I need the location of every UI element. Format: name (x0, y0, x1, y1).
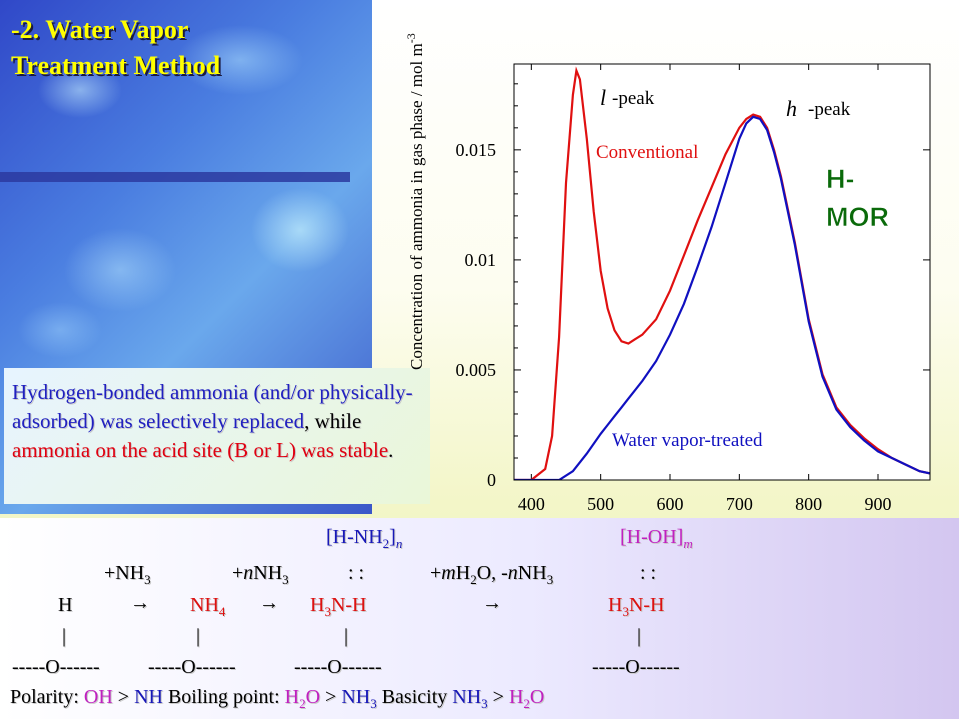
arrow-2: → (259, 592, 279, 614)
y-axis-label: Concentration of ammonia in gas phase / … (404, 33, 426, 370)
tpd-chart: 400 500 600 700 800 900 0 0.005 0.01 0.015 Conce… (404, 33, 931, 514)
colons-1: : : (348, 562, 365, 584)
x-tick-label-400: 400 (518, 494, 545, 514)
arrow-1: → (130, 592, 150, 614)
note-part-1: Hydrogen-bonded ammonia (and/or physical… (12, 380, 413, 433)
reagent-plus-nh3: +NH3 (104, 562, 151, 587)
y-tick-labels: 0 0.005 0.01 0.015 (456, 140, 497, 490)
species-h: H (58, 594, 73, 616)
y-tick-label-0: 0 (487, 470, 496, 490)
oxygen-framework-2: -----O------ (148, 656, 236, 678)
arrow-3: → (482, 592, 502, 614)
note-part-4: . (388, 438, 394, 462)
x-tick-label-500: 500 (587, 494, 614, 514)
bracket-h-nh2: [H-NH2]n (326, 526, 403, 551)
note-part-2: , while (304, 409, 362, 433)
note-text: Hydrogen-bonded ammonia (and/or physical… (12, 378, 430, 465)
species-h3n-h-1: H3N-H (310, 594, 367, 619)
x-tick-label-800: 800 (795, 494, 822, 514)
series-line-water-vapor-treated (514, 115, 930, 480)
l-peak-label: -peak (612, 88, 655, 109)
legend-water-vapor-treated: Water vapor-treated (612, 430, 763, 451)
bond-3: | (344, 625, 349, 647)
species-h3n-h-2: H3N-H (608, 594, 665, 619)
y-tick-label-0.01: 0.01 (465, 250, 497, 270)
reagent-plus-m-h2o: +mH2O, -nNH3 (430, 562, 554, 587)
x-tick-label-900: 900 (865, 494, 892, 514)
bond-1: | (62, 625, 67, 647)
oxygen-framework-1: -----O------ (12, 656, 100, 678)
h-peak-symbol: h (786, 96, 797, 121)
plot-area (514, 64, 930, 480)
oxygen-framework-4: -----O------ (592, 656, 680, 678)
species-nh4: NH4 (190, 594, 226, 619)
sample-label-line-2: MOR (826, 202, 889, 232)
oxygen-framework-3: -----O------ (294, 656, 382, 678)
bond-4: | (637, 625, 642, 647)
title-line-1: -2. Water Vapor (11, 15, 189, 44)
note-part-3: ammonia on the acid site (B or L) was st… (12, 438, 389, 462)
x-tick-label-600: 600 (657, 494, 684, 514)
reagent-plus-n-nh3: +nNH3 (232, 562, 289, 587)
x-tick-labels: 400 500 600 700 800 900 (518, 494, 892, 514)
bond-2: | (196, 625, 201, 647)
x-tick-label-700: 700 (726, 494, 753, 514)
slide-title: -2. Water Vapor Treatment Method (11, 12, 220, 84)
bracket-h-oh: [H-OH]m (620, 526, 693, 551)
colons-2: : : (640, 562, 657, 584)
y-tick-label-0.005: 0.005 (456, 360, 497, 380)
l-peak-symbol: l (600, 85, 606, 110)
legend-conventional: Conventional (596, 142, 698, 163)
y-tick-label-0.015: 0.015 (456, 140, 497, 160)
decorative-stripe (0, 172, 350, 182)
property-summary: Polarity: OH > NH Boiling point: H2O > N… (10, 686, 545, 711)
plot-frame (513, 63, 931, 481)
note-box: Hydrogen-bonded ammonia (and/or physical… (4, 368, 430, 504)
title-line-2: Treatment Method (11, 51, 221, 80)
reaction-scheme: [H-NH2]n [H-OH]m +NH3 +nNH3 : : +mH2O, -… (0, 518, 959, 719)
series-line-conventional (514, 66, 930, 480)
sample-label-line-1: H- (826, 164, 855, 194)
h-peak-label: -peak (808, 99, 851, 120)
